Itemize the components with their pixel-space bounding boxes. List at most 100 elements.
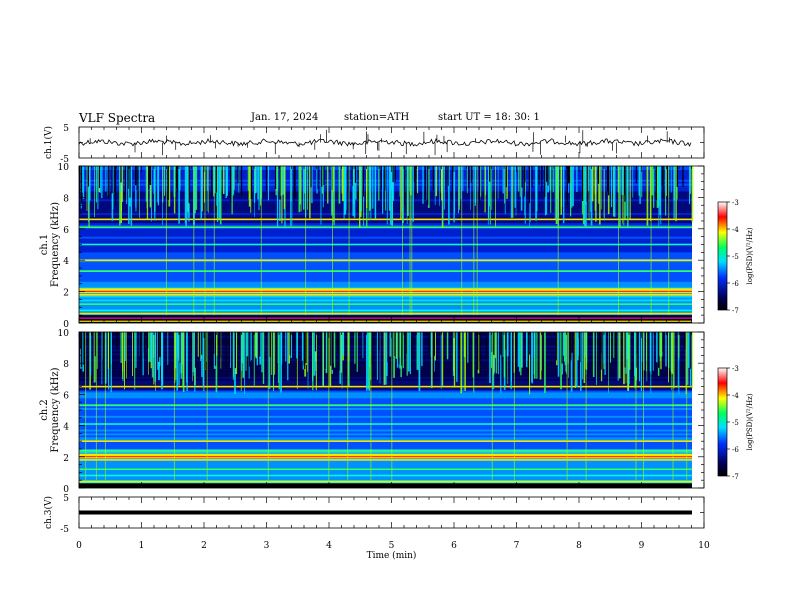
x-tick-label: 8: [576, 541, 582, 551]
sferic-streak: [435, 166, 438, 197]
sferic-streak: [231, 166, 233, 215]
spectrogram-row: [79, 437, 692, 440]
sferic-streak: [176, 332, 179, 357]
sferic-streak: [139, 166, 140, 218]
sferic-streak: [550, 166, 552, 213]
dark-streak: [305, 332, 307, 364]
dark-streak: [83, 332, 85, 365]
sferic-streak: [253, 166, 256, 203]
sferic-streak: [368, 166, 370, 221]
dark-streak: [79, 332, 81, 349]
figure-title: VLF Spectra: [79, 111, 156, 125]
long-sferic: [391, 332, 393, 481]
sferic-streak: [161, 332, 164, 386]
dark-streak: [347, 166, 349, 192]
sferic-streak: [554, 166, 556, 219]
spectrogram-row: [79, 419, 692, 422]
spectrogram-row: [79, 411, 692, 415]
sferic-streak: [639, 166, 641, 204]
long-sferic: [402, 166, 403, 316]
sferic-streak: [268, 332, 271, 390]
sferic-streak: [399, 166, 401, 197]
sferic-streak: [560, 166, 562, 215]
sferic-streak: [389, 166, 392, 225]
long-sferic: [213, 166, 215, 316]
colorbar-tick-label: -4: [732, 392, 739, 400]
sferic-streak: [427, 166, 430, 208]
dark-streak: [275, 166, 277, 189]
spectral-line: [79, 468, 692, 471]
colorbar-tick-label: -7: [732, 473, 739, 481]
sferic-streak: [238, 166, 240, 193]
x-tick-label: 4: [326, 541, 332, 551]
sferic-streak: [341, 332, 343, 389]
sferic-streak: [206, 166, 208, 212]
dark-streak: [293, 166, 295, 203]
sferic-streak: [194, 166, 196, 214]
dark-streak: [259, 332, 261, 357]
sferic-streak: [495, 332, 497, 374]
dark-streak: [331, 332, 334, 370]
spectrogram-row: [79, 248, 692, 251]
sferic-streak: [619, 166, 621, 227]
spectrogram-row: [79, 390, 692, 393]
sferic-streak: [632, 166, 634, 198]
sferic-streak: [339, 332, 342, 384]
sferic-streak: [563, 332, 564, 356]
dark-streak: [486, 332, 488, 358]
spectrogram-row: [79, 402, 692, 405]
x-tick-label: 10: [698, 541, 710, 551]
sferic-streak: [386, 332, 388, 376]
sferic-streak: [586, 332, 588, 370]
time-axis: 0 1 2 3 4 5 6 7 8 9 10 Time (min): [76, 541, 710, 561]
dark-streak: [190, 332, 192, 354]
sferic-streak: [472, 332, 474, 378]
sferic-streak: [248, 166, 251, 207]
dark-streak: [276, 332, 278, 363]
sferic-streak: [506, 332, 509, 357]
sferic-streak: [262, 332, 265, 384]
spectrogram-row: [79, 307, 692, 310]
sferic-streak: [82, 332, 84, 372]
sferic-streak: [563, 332, 565, 362]
dark-streak: [515, 332, 518, 356]
sferic-streak: [280, 166, 282, 196]
sferic-streak: [333, 166, 335, 226]
dark-streak: [338, 332, 340, 371]
sferic-streak: [477, 332, 480, 374]
sferic-streak: [281, 166, 283, 224]
spectrogram-row: [79, 396, 692, 399]
spectrogram-row: [79, 246, 692, 249]
sferic-streak: [524, 166, 526, 224]
dark-streak: [546, 166, 548, 182]
sferic-streak: [180, 332, 183, 379]
sferic-streak: [366, 332, 368, 391]
dark-streak: [570, 332, 572, 361]
dark-streak: [241, 166, 243, 196]
sferic-streak: [458, 166, 459, 214]
dark-streak: [541, 166, 543, 193]
long-sferic: [618, 166, 619, 316]
dark-streak: [544, 166, 546, 197]
spectrogram-row: [79, 279, 692, 283]
sferic-streak: [592, 332, 595, 377]
low-freq-line: [79, 317, 692, 319]
dark-streak: [493, 332, 495, 355]
dark-streak: [336, 332, 338, 351]
dark-streak: [505, 332, 507, 350]
sferic-streak: [634, 332, 635, 365]
sferic-streak: [271, 332, 273, 375]
sferic-streak: [218, 166, 220, 219]
sferic-streak: [257, 166, 259, 200]
sferic-streak: [497, 166, 499, 199]
sferic-streak: [338, 166, 341, 204]
sferic-streak: [342, 166, 344, 202]
y-tick-label: 4: [63, 423, 69, 433]
colorbar-tick-label: -6: [732, 446, 739, 454]
sferic-streak: [412, 166, 414, 222]
colorbar-tick-label: -4: [732, 226, 739, 234]
colorbar: [717, 201, 728, 311]
sferic-streak: [677, 332, 679, 388]
sferic-streak: [283, 166, 286, 210]
dark-streak: [159, 332, 161, 358]
